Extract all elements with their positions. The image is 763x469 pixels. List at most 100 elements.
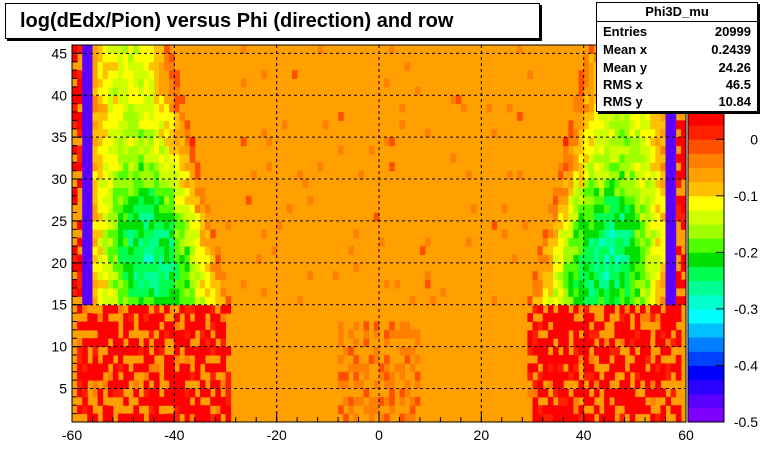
heatmap-cell — [583, 53, 590, 63]
heatmap-cell — [72, 246, 78, 255]
heatmap-cell — [389, 396, 395, 406]
heatmap-cell — [614, 162, 620, 172]
heatmap-cell — [174, 187, 180, 197]
heatmap-cell — [599, 195, 605, 205]
stats-row: RMS y 10.84 — [603, 93, 751, 111]
heatmap-cell — [159, 128, 165, 138]
heatmap-cell — [614, 246, 620, 255]
heatmap-cell — [593, 220, 600, 230]
heatmap-cell — [169, 86, 175, 96]
heatmap-cell — [174, 137, 180, 147]
heatmap-cell — [102, 162, 109, 172]
heatmap-cell — [179, 212, 185, 222]
heatmap-cell — [640, 355, 646, 364]
heatmap-cell — [542, 371, 549, 381]
heatmap-cell — [102, 103, 109, 113]
heatmap-cell — [568, 120, 574, 130]
heatmap-cell — [82, 170, 88, 180]
heatmap-cell — [189, 288, 196, 297]
heatmap-cell — [558, 271, 564, 281]
heatmap-cell — [261, 229, 267, 239]
heatmap-cell — [655, 220, 661, 230]
heatmap-cell — [174, 237, 180, 247]
heatmap-cell — [614, 329, 620, 339]
heatmap-cell — [153, 288, 160, 297]
heatmap-cell — [645, 262, 651, 272]
heatmap-cell — [604, 405, 610, 415]
heatmap-cell — [92, 271, 99, 281]
heatmap-cell — [179, 262, 185, 272]
heatmap-cell — [159, 413, 165, 423]
heatmap-cell — [573, 170, 579, 180]
heatmap-cell — [133, 262, 139, 272]
heatmap-cell — [655, 413, 661, 423]
heatmap-cell — [107, 355, 114, 364]
heatmap-cell — [640, 212, 646, 222]
heatmap-cell — [123, 212, 129, 222]
heatmap-cell — [558, 187, 564, 197]
heatmap-cell — [578, 271, 585, 281]
heatmap-cell — [107, 86, 114, 96]
heatmap-cell — [384, 355, 390, 364]
heatmap-cell — [599, 220, 605, 230]
heatmap-cell — [107, 95, 114, 105]
heatmap-cell — [92, 86, 99, 96]
heatmap-cell — [97, 137, 104, 147]
heatmap-cell — [128, 128, 134, 138]
heatmap-cell — [573, 187, 579, 197]
heatmap-cell — [404, 413, 411, 423]
heatmap-cell — [82, 95, 88, 105]
heatmap-cell — [624, 321, 631, 331]
heatmap-cell — [82, 304, 88, 314]
heatmap-cell — [164, 413, 170, 423]
heatmap-cell — [153, 103, 160, 113]
heatmap-cell — [486, 103, 493, 113]
heatmap-cell — [169, 288, 175, 297]
heatmap-cell — [210, 321, 216, 331]
heatmap-cell — [619, 120, 626, 130]
heatmap-cell — [563, 296, 569, 306]
heatmap-cell — [629, 329, 636, 339]
heatmap-cell — [619, 195, 626, 205]
heatmap-cell — [634, 170, 641, 180]
heatmap-cell — [573, 405, 579, 415]
heatmap-cell — [655, 145, 661, 155]
heatmap-cell — [133, 86, 139, 96]
heatmap-cell — [82, 346, 88, 356]
heatmap-cell — [251, 170, 257, 180]
heatmap-cell — [593, 145, 600, 155]
colorbar-segment — [688, 280, 724, 296]
heatmap-cell — [650, 296, 656, 306]
heatmap-cell — [82, 45, 88, 54]
heatmap-cell — [174, 355, 180, 364]
heatmap-cell — [604, 254, 610, 264]
heatmap-cell — [97, 112, 104, 121]
heatmap-cell — [655, 112, 661, 121]
heatmap-cell — [138, 86, 145, 96]
heatmap-cell — [143, 212, 150, 222]
heatmap-cell — [174, 246, 180, 255]
heatmap-cell — [409, 329, 416, 339]
heatmap-cell — [92, 103, 99, 113]
heatmap-cell — [619, 153, 626, 163]
heatmap-cell — [82, 288, 88, 297]
heatmap-cell — [164, 179, 170, 188]
heatmap-cell — [399, 346, 406, 356]
heatmap-cell — [143, 53, 150, 63]
heatmap-cell — [553, 262, 559, 272]
heatmap-cell — [153, 262, 160, 272]
heatmap-cell — [153, 112, 160, 121]
heatmap-cell — [675, 153, 682, 163]
heatmap-cell — [107, 179, 114, 188]
heatmap-cell — [593, 380, 600, 389]
heatmap-cell — [640, 237, 646, 247]
heatmap-cell — [665, 212, 672, 222]
heatmap-cell — [599, 179, 605, 188]
heatmap-cell — [72, 86, 78, 96]
heatmap-cell — [532, 396, 539, 406]
heatmap-cell — [138, 237, 145, 247]
heatmap-cell — [645, 388, 651, 398]
heatmap-cell — [220, 321, 226, 331]
heatmap-cell — [189, 413, 196, 423]
heatmap-cell — [97, 288, 104, 297]
